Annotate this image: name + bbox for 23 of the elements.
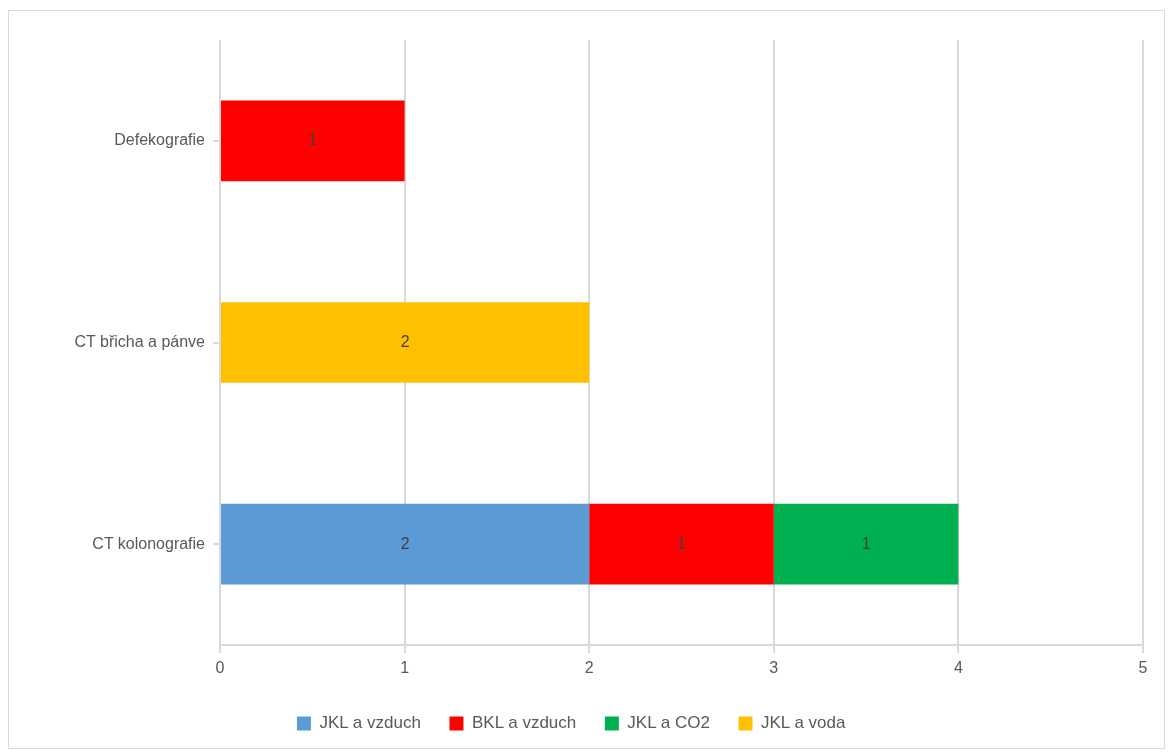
legend-label: JKL a vzduch	[319, 713, 421, 733]
legend-label: JKL a CO2	[627, 713, 710, 733]
x-tick-label: 2	[584, 659, 594, 677]
x-tick-label: 5	[1138, 659, 1148, 677]
data-label: 2	[400, 332, 410, 350]
x-tick-label: 3	[769, 659, 779, 677]
bar	[589, 503, 774, 585]
data-label: 1	[677, 534, 687, 552]
y-tick-label: CT břicha a pánve	[74, 332, 206, 350]
x-tick-label: 1	[400, 659, 410, 677]
bar	[773, 503, 959, 585]
data-label: 1	[861, 534, 871, 552]
data-label: 1	[308, 131, 318, 149]
x-tick-label: 4	[953, 659, 963, 677]
legend-label: JKL a voda	[761, 713, 846, 733]
legend-label: BKL a vzduch	[471, 713, 577, 733]
bar	[221, 100, 405, 182]
data-label: 2	[400, 534, 410, 552]
y-tick-label: CT kolonografie	[92, 534, 206, 552]
y-tick-label: Defekografie	[114, 131, 206, 149]
bar	[221, 503, 590, 585]
x-tick-label: 0	[215, 659, 225, 677]
bar	[221, 302, 590, 383]
